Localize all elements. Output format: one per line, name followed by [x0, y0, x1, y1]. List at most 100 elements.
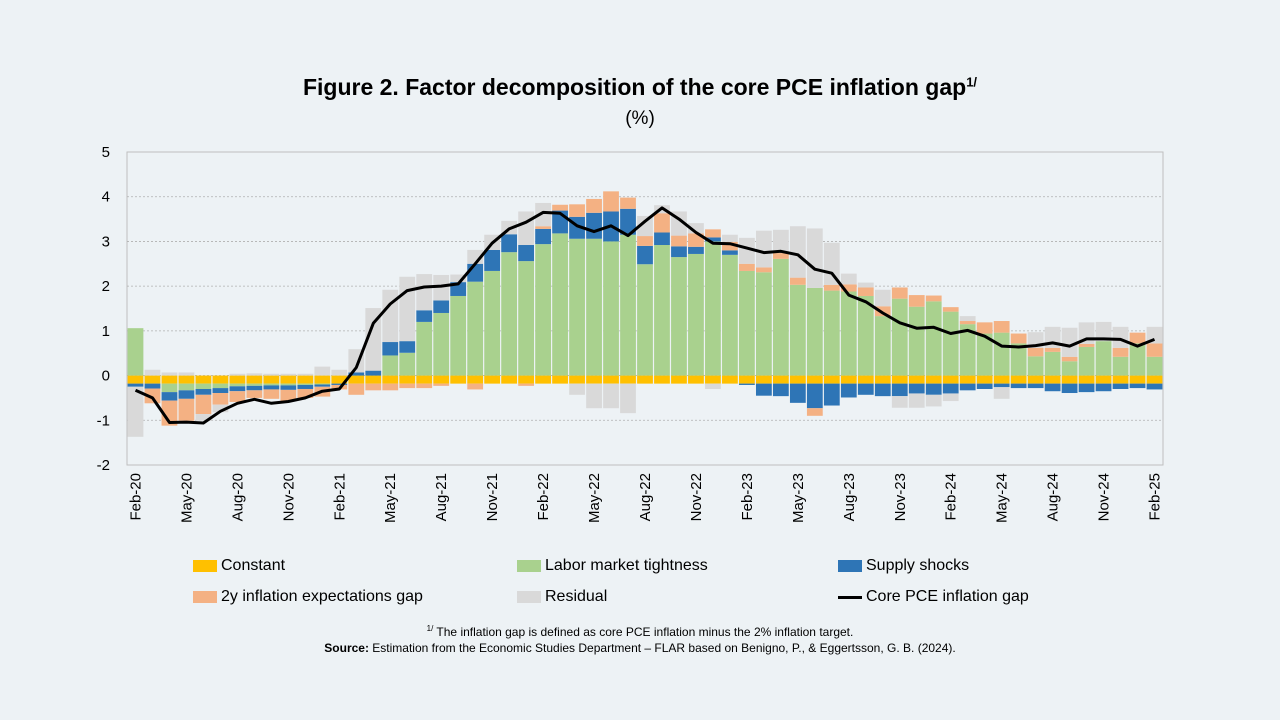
bar-segment-2y-inflation-expectations-gap: [993, 321, 1010, 333]
x-tick-label: Feb-22: [535, 473, 552, 521]
y-tick-label: 5: [102, 144, 110, 161]
bar-segment-supply-shocks: [1095, 383, 1112, 392]
bar-segment-labor-market-tightness: [535, 244, 551, 376]
bar-segment-supply-shocks: [976, 383, 993, 389]
bar-segment-labor-market-tightness: [484, 270, 501, 376]
bar-segment-constant: [1112, 375, 1129, 384]
bar-segment-2y-inflation-expectations-gap: [620, 197, 636, 209]
bar-segment-labor-market-tightness: [908, 306, 925, 376]
bar-segment-supply-shocks: [212, 388, 229, 394]
bar-segment-2y-inflation-expectations-gap: [1129, 332, 1146, 344]
bar-segment-supply-shocks: [908, 383, 925, 394]
bar-segment-supply-shocks: [620, 208, 636, 235]
bar-segment-residual: [823, 242, 840, 285]
bar-segment-constant: [789, 375, 806, 384]
bar-segment-residual: [908, 393, 925, 408]
bar-segment-labor-market-tightness: [195, 383, 212, 389]
bar-segment-labor-market-tightness: [925, 301, 942, 376]
bar-segment-labor-market-tightness: [823, 290, 840, 376]
x-tick-label: Nov-21: [484, 473, 501, 521]
bar-segment-2y-inflation-expectations-gap: [1044, 347, 1061, 352]
bar-segment-residual: [603, 383, 619, 409]
bar-segment-constant: [450, 375, 467, 384]
bar-segment-constant: [772, 375, 789, 384]
bar-segment-2y-inflation-expectations-gap: [433, 383, 450, 386]
bar-segment-labor-market-tightness: [942, 311, 959, 376]
legend-item-core-pce: Core PCE inflation gap: [838, 588, 1029, 606]
bar-segment-constant: [857, 375, 874, 384]
footnote: 1/ The inflation gap is defined as core …: [0, 624, 1280, 639]
bar-segment-constant: [144, 375, 161, 384]
bar-segment-constant: [161, 375, 178, 384]
y-tick-label: -2: [97, 457, 110, 474]
bar-segment-supply-shocks: [467, 263, 484, 282]
bar-segment-residual: [1112, 326, 1129, 348]
bar-segment-labor-market-tightness: [654, 245, 670, 376]
bar-segment-2y-inflation-expectations-gap: [552, 204, 568, 211]
bar-segment-supply-shocks: [535, 228, 551, 245]
bar-segment-labor-market-tightness: [569, 238, 585, 376]
footnote-marker: 1/: [426, 624, 434, 633]
bar-segment-residual: [382, 289, 399, 343]
bar-segment-2y-inflation-expectations-gap: [280, 389, 297, 402]
footnote-text: The inflation gap is defined as core PCE…: [433, 625, 854, 639]
bar-segment-supply-shocks: [382, 342, 399, 356]
bar-segment-2y-inflation-expectations-gap: [535, 226, 551, 229]
bar-segment-residual: [195, 414, 212, 421]
bar-segment-labor-market-tightness: [806, 287, 823, 376]
bar-segment-supply-shocks: [755, 383, 772, 396]
bar-segment-supply-shocks: [637, 245, 653, 265]
bar-segment-residual: [365, 308, 382, 371]
bar-segment-2y-inflation-expectations-gap: [789, 277, 806, 285]
bar-segment-residual: [535, 202, 551, 227]
bar-segment-constant: [942, 375, 959, 384]
bar-segment-supply-shocks: [806, 383, 823, 409]
bar-segment-constant: [1078, 375, 1095, 384]
bar-segment-constant: [178, 375, 195, 384]
x-tick-label: Nov-24: [1096, 473, 1113, 521]
bar-segment-constant: [127, 375, 144, 384]
x-tick-label: Aug-23: [841, 473, 858, 521]
bar-segment-labor-market-tightness: [603, 241, 619, 376]
bar-segment-supply-shocks: [1129, 383, 1146, 389]
bar-segment-labor-market-tightness: [161, 383, 178, 393]
bar-segment-constant: [433, 375, 450, 384]
x-tick-label: Aug-24: [1045, 473, 1062, 521]
bar-segment-residual: [450, 274, 467, 283]
bar-segment-supply-shocks: [229, 386, 246, 392]
bar-segment-constant: [806, 375, 823, 384]
bar-segment-constant: [297, 375, 314, 384]
bar-segment-labor-market-tightness: [263, 383, 280, 386]
bar-segment-supply-shocks: [959, 383, 976, 391]
x-tick-label: Aug-22: [637, 473, 654, 521]
bar-segment-supply-shocks: [280, 385, 297, 390]
x-tick-label: May-23: [790, 473, 807, 523]
bar-segment-supply-shocks: [857, 383, 874, 395]
bar-segment-supply-shocks: [348, 372, 365, 376]
x-tick-label: Feb-21: [331, 473, 348, 521]
bar-segment-constant: [1095, 375, 1112, 384]
x-tick-label: May-24: [994, 473, 1011, 523]
bar-segment-constant: [688, 375, 704, 384]
bar-segment-constant: [535, 375, 551, 384]
bar-segment-residual: [229, 373, 246, 376]
bar-segment-constant: [552, 375, 568, 384]
bar-segment-residual: [212, 404, 229, 413]
bar-segment-supply-shocks: [416, 310, 433, 322]
bar-segment-supply-shocks: [195, 388, 212, 395]
bar-segment-2y-inflation-expectations-gap: [637, 236, 653, 246]
bar-segment-residual: [722, 234, 738, 242]
bar-segment-labor-market-tightness: [314, 383, 331, 385]
bar-segment-constant: [654, 375, 670, 384]
bar-segment-constant: [280, 375, 297, 384]
bar-segment-residual: [178, 372, 195, 376]
bar-segment-supply-shocks: [365, 370, 382, 376]
bar-segment-2y-inflation-expectations-gap: [1146, 343, 1163, 357]
bar-segment-2y-inflation-expectations-gap: [467, 383, 484, 390]
bar-segment-labor-market-tightness: [467, 281, 484, 376]
bar-segment-labor-market-tightness: [212, 383, 229, 389]
x-tick-label: Nov-20: [280, 473, 297, 521]
bar-segment-2y-inflation-expectations-gap: [229, 391, 246, 402]
bar-segment-residual: [959, 316, 976, 322]
bar-segment-labor-market-tightness: [993, 332, 1010, 376]
